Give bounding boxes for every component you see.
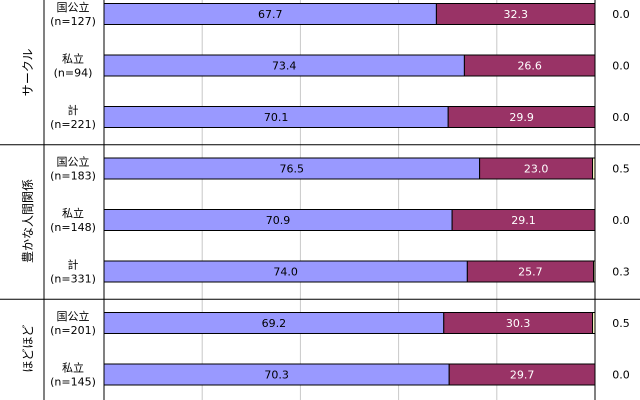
category-label: 私立	[62, 361, 84, 375]
category-n-label: (n=145)	[50, 376, 96, 389]
category-n-label: (n=94)	[54, 67, 93, 80]
data-label: 30.3	[506, 317, 531, 330]
data-label: 0.0	[612, 8, 630, 21]
data-label: 26.6	[517, 60, 542, 73]
data-label: 29.1	[511, 214, 536, 227]
data-label: 23.0	[524, 163, 549, 176]
data-label: 0.5	[612, 317, 630, 330]
data-label: 29.7	[510, 369, 535, 382]
data-label: 25.7	[518, 266, 543, 279]
category-label: 国公立	[57, 0, 90, 14]
data-label: 0.0	[612, 60, 630, 73]
group-label: 豊かな人間関係	[21, 179, 35, 263]
data-label: 29.9	[509, 111, 534, 124]
group-label: ほどほど	[21, 325, 35, 373]
data-label: 67.7	[258, 8, 283, 21]
category-n-label: (n=331)	[50, 273, 96, 286]
data-label: 70.9	[266, 214, 291, 227]
data-label: 0.0	[612, 111, 630, 124]
data-label: 73.4	[272, 60, 297, 73]
bar-segment-2	[448, 363, 596, 386]
data-label: 0.0	[612, 214, 630, 227]
category-label: 計	[68, 103, 79, 117]
category-n-label: (n=221)	[50, 118, 96, 131]
category-label: 計	[68, 258, 79, 272]
data-label: 74.0	[273, 266, 298, 279]
category-n-label: (n=183)	[50, 170, 96, 183]
data-label: 0.5	[612, 163, 630, 176]
bar-segment-2	[451, 209, 596, 231]
bar-segment-3	[592, 157, 596, 180]
data-label: 0.3	[612, 266, 630, 279]
category-n-label: (n=127)	[50, 15, 96, 28]
bar-segment-3	[593, 260, 596, 283]
category-n-label: (n=148)	[50, 221, 96, 234]
category-label: 国公立	[57, 155, 90, 169]
bar-segment-2	[447, 106, 596, 128]
bar-segment-3	[592, 312, 596, 334]
data-label: 32.3	[503, 8, 528, 21]
bar-segment-2	[435, 3, 596, 25]
category-label: 私立	[62, 52, 84, 66]
data-label: 76.5	[280, 163, 305, 176]
data-label: 70.3	[264, 369, 289, 382]
bar-segment-2	[463, 54, 596, 77]
category-n-label: (n=201)	[50, 324, 96, 337]
category-label: 私立	[62, 206, 84, 220]
data-label: 69.2	[262, 317, 287, 330]
data-label: 0.0	[612, 369, 630, 382]
group-label: サークル	[21, 49, 35, 97]
data-label: 70.1	[264, 111, 289, 124]
category-label: 国公立	[57, 309, 90, 323]
